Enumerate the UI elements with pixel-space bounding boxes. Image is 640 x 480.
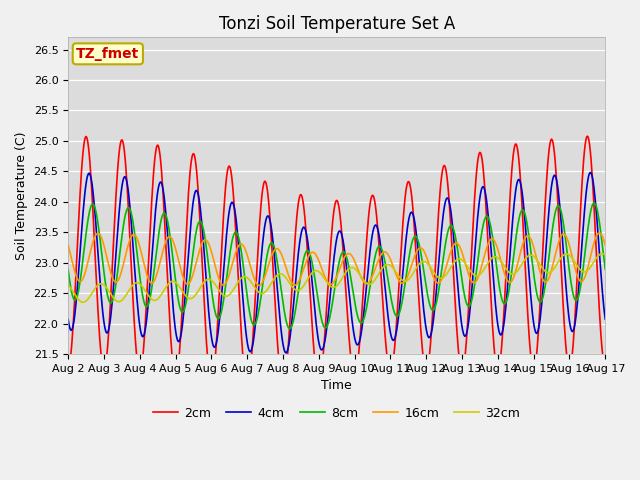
2cm (244, 383, 252, 389)
16cm (595, 230, 603, 236)
16cm (212, 266, 220, 272)
Y-axis label: Soil Temperature (C): Soil Temperature (C) (15, 132, 28, 260)
Line: 2cm: 2cm (68, 136, 605, 386)
2cm (584, 133, 591, 139)
16cm (64, 242, 72, 248)
16cm (74, 277, 82, 283)
4cm (64, 317, 72, 323)
8cm (602, 266, 609, 272)
4cm (586, 169, 594, 175)
8cm (64, 267, 72, 273)
16cm (403, 276, 410, 282)
2cm (64, 364, 72, 370)
Line: 8cm: 8cm (68, 203, 605, 329)
Line: 4cm: 4cm (68, 172, 605, 353)
2cm (419, 345, 426, 350)
32cm (79, 300, 87, 305)
X-axis label: Time: Time (321, 379, 352, 392)
Line: 32cm: 32cm (68, 253, 605, 302)
32cm (602, 252, 609, 258)
32cm (74, 296, 82, 301)
8cm (403, 271, 410, 276)
4cm (403, 232, 410, 238)
8cm (212, 312, 220, 318)
32cm (419, 259, 426, 264)
8cm (184, 290, 191, 296)
32cm (213, 284, 221, 290)
Line: 16cm: 16cm (68, 233, 605, 286)
32cm (130, 281, 138, 287)
8cm (74, 291, 82, 297)
32cm (598, 251, 606, 256)
32cm (64, 282, 72, 288)
Legend: 2cm, 4cm, 8cm, 16cm, 32cm: 2cm, 4cm, 8cm, 16cm, 32cm (148, 402, 525, 424)
16cm (255, 283, 263, 288)
2cm (74, 233, 82, 239)
2cm (212, 345, 220, 350)
8cm (129, 220, 137, 226)
Text: TZ_fmet: TZ_fmet (76, 47, 140, 61)
4cm (282, 350, 290, 356)
16cm (602, 242, 609, 248)
4cm (212, 341, 220, 347)
16cm (184, 281, 191, 287)
4cm (419, 292, 426, 298)
2cm (403, 184, 410, 190)
16cm (419, 246, 426, 252)
2cm (129, 300, 137, 305)
2cm (184, 203, 191, 209)
8cm (286, 326, 294, 332)
2cm (602, 363, 609, 369)
Title: Tonzi Soil Temperature Set A: Tonzi Soil Temperature Set A (219, 15, 455, 33)
32cm (403, 278, 410, 284)
4cm (602, 316, 609, 322)
4cm (74, 279, 82, 285)
4cm (129, 245, 137, 251)
32cm (184, 295, 192, 301)
4cm (184, 260, 191, 266)
8cm (419, 258, 426, 264)
16cm (129, 232, 137, 238)
8cm (590, 200, 598, 206)
